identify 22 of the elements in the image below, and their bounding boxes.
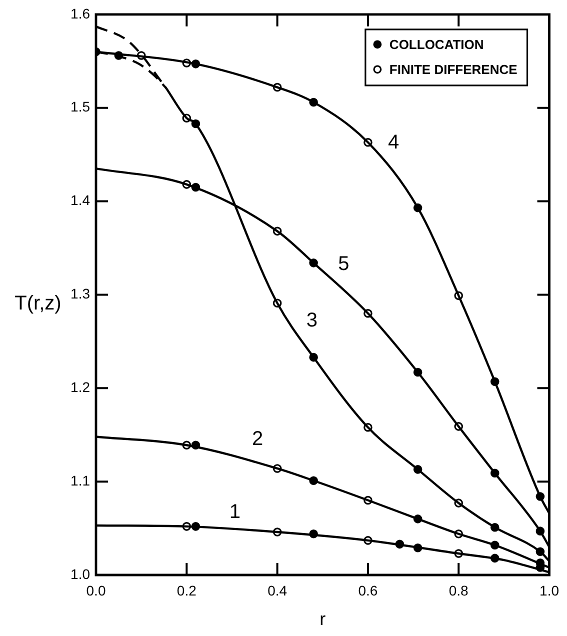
legend-label: FINITE DIFFERENCE bbox=[389, 62, 518, 77]
x-tick-label: 0.0 bbox=[86, 582, 106, 598]
y-tick-label: 1.6 bbox=[70, 5, 90, 22]
legend-label: COLLOCATION bbox=[389, 36, 484, 52]
y-tick-label: 1.4 bbox=[70, 192, 90, 208]
y-tick-label: 1.3 bbox=[70, 286, 90, 302]
x-tick-label: 1.0 bbox=[540, 582, 560, 598]
y-tick-label: 1.2 bbox=[70, 378, 90, 395]
x-tick-label: 0.6 bbox=[358, 582, 378, 598]
annotation: 1 bbox=[229, 500, 240, 523]
x-axis-title: r bbox=[320, 608, 326, 629]
annotation: 4 bbox=[388, 132, 400, 154]
annotation: 2 bbox=[252, 428, 264, 450]
x-tick-label: 0.8 bbox=[448, 582, 469, 598]
x-tick-label: 0.4 bbox=[268, 582, 288, 598]
x-tick-label: 0.2 bbox=[176, 582, 197, 598]
y-axis-title: T(r,z) bbox=[14, 292, 62, 315]
annotation: 5 bbox=[338, 253, 350, 276]
annotation: 3 bbox=[306, 309, 318, 332]
y-tick-label: 1.5 bbox=[70, 98, 90, 115]
y-tick-label: 1.0 bbox=[70, 566, 90, 582]
y-tick-label: 1.1 bbox=[70, 472, 90, 488]
